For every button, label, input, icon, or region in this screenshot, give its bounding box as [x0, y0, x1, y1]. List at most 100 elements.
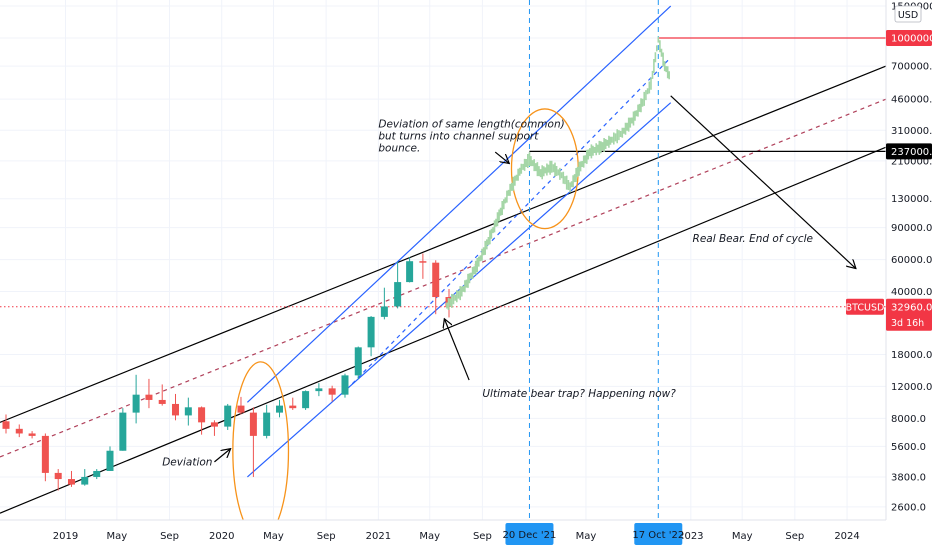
candle [81, 469, 89, 486]
candle [432, 260, 440, 315]
candle-body [263, 412, 271, 436]
price-tick-label: 210000.0 [891, 156, 932, 167]
annotation-text: Ultimate bear trap? Happening now? [482, 388, 676, 400]
candle-body [210, 422, 218, 427]
annotation-arrow [445, 320, 470, 381]
candle-body [67, 479, 75, 485]
time-tick-label: Sep [160, 531, 179, 542]
time-tick-label: Sep [317, 531, 336, 542]
current-price-bg [886, 298, 932, 331]
trendline-inner-channel-upper [246, 5, 672, 403]
candle [28, 431, 36, 439]
candle-body [394, 282, 402, 307]
candle-body [2, 421, 10, 429]
candle-body [119, 412, 127, 451]
time-axis[interactable]: 2019 May Sep 2020 May Sep 2021 May Sep May 2023 May… [0, 519, 932, 550]
candle-body [198, 407, 206, 423]
date-marker-label: 20 Dec '21 [503, 530, 557, 541]
trendline-outer-channel-lower [0, 146, 887, 514]
date-marker-bg [634, 523, 683, 545]
price-tick-label: 3800.0 [891, 472, 926, 483]
price-tick-label: 8000.0 [891, 414, 926, 425]
candle [302, 390, 310, 410]
candle-body [302, 391, 310, 409]
candle [380, 287, 388, 320]
candle-body [145, 394, 153, 400]
annotations-layer: Deviation of same length(common) but turn… [162, 119, 813, 469]
date-marker-bg [505, 523, 554, 545]
candle-body [171, 403, 179, 416]
price-label-1000000: 1000000.0 [891, 33, 932, 44]
candle [145, 378, 153, 409]
candle-body [341, 375, 349, 395]
price-tick-label: 12000.0 [891, 382, 932, 393]
price-label-237000: 237000.0 [891, 147, 932, 158]
candle [15, 424, 23, 438]
candle-body [367, 316, 375, 348]
candle [419, 253, 427, 279]
time-tick-label: 2019 [53, 531, 78, 542]
candle [106, 446, 114, 471]
candle [54, 469, 62, 491]
symbol-label-bg [846, 298, 884, 315]
price-tick-label: 18000.0 [891, 350, 932, 361]
trendline-inner-channel-mid [351, 57, 672, 385]
candle [341, 373, 349, 398]
candle-body [249, 412, 257, 436]
price-label-237000-bg [886, 143, 932, 160]
symbol-label: BTCUSD [846, 302, 885, 313]
annotation-text: Deviation of same length(common) but turn… [378, 119, 564, 155]
time-tick-label: Sep [785, 531, 804, 542]
time-tick-label: 2020 [209, 531, 234, 542]
arrows-layer [214, 95, 855, 463]
trendline-inner-channel-lower [246, 102, 672, 478]
candle-body [237, 405, 245, 413]
candle-body [15, 428, 23, 434]
candle [198, 406, 206, 435]
price-tick-label: 460000.0 [891, 95, 932, 106]
date-marker-label: 17 Oct '22 [632, 530, 684, 541]
annotation-text: Real Bear. End of cycle [693, 233, 813, 245]
candle [41, 433, 49, 482]
highlight-circle [232, 361, 290, 541]
candle [171, 393, 179, 421]
candle-body [54, 472, 62, 480]
countdown-label: 3d 16h [891, 318, 924, 329]
time-tick-label: 2024 [834, 531, 859, 542]
candle [158, 384, 166, 406]
candle [184, 397, 192, 426]
candle [394, 261, 402, 309]
candle-body [158, 399, 166, 404]
currency-badge[interactable]: USD [894, 5, 922, 23]
candle [354, 346, 362, 379]
trendline-outer-channel-upper [0, 65, 887, 423]
candle [67, 470, 75, 487]
candle-body [289, 405, 297, 409]
candle [275, 399, 283, 418]
annotation-line: bounce. [378, 143, 420, 155]
candle [237, 396, 245, 415]
time-tick-label: 2021 [366, 531, 391, 542]
candle-body [28, 433, 36, 436]
price-tick-label: 310000.0 [891, 126, 932, 137]
candle-body [184, 407, 192, 416]
trendlines-layer [0, 0, 887, 520]
time-tick-label: Sep [473, 531, 492, 542]
annotation-arrow [670, 95, 855, 268]
annotation-line: Deviation [162, 456, 212, 468]
candle-body [406, 261, 414, 283]
candle-body [41, 435, 49, 473]
candle-body [354, 347, 362, 376]
projection-path [446, 36, 670, 310]
candle [2, 414, 10, 434]
candle [263, 404, 271, 439]
candle [367, 316, 375, 357]
price-label-1000000-bg [886, 29, 932, 46]
candle [93, 469, 101, 480]
candle [119, 408, 127, 451]
price-tick-label: 700000.0 [891, 62, 932, 73]
candle-body [315, 388, 323, 392]
time-tick-label: 2023 [678, 531, 703, 542]
